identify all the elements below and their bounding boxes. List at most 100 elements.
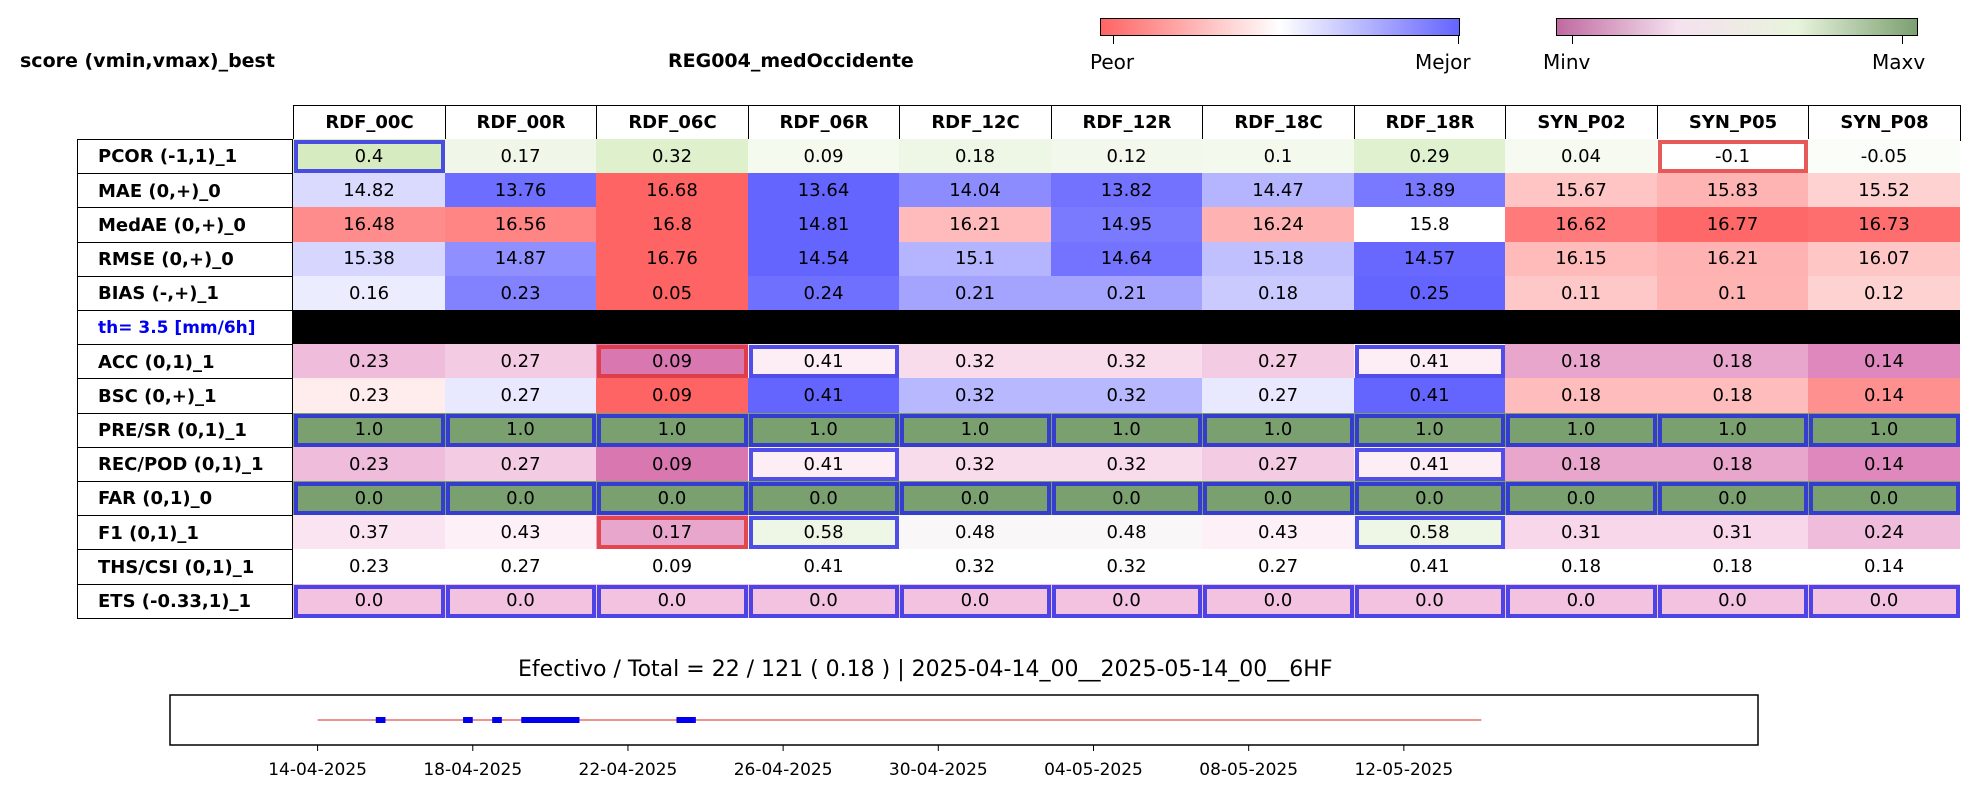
heatmap-cell: 16.68 [596, 173, 748, 208]
heatmap-cell: 0.41 [747, 344, 900, 379]
heatmap-cell: 16.24 [1202, 207, 1354, 243]
best-highlight [597, 482, 748, 516]
heatmap-cell: 0.24 [747, 275, 900, 311]
worst-highlight [597, 516, 748, 550]
colorbar-min-label: Peor [1090, 50, 1135, 74]
heatmap-cell: 14.54 [747, 241, 900, 277]
best-highlight [445, 482, 596, 516]
heatmap-cell: 0.0 [444, 481, 597, 516]
timeline-tick-label: 12-05-2025 [1354, 760, 1453, 780]
timeline-event [463, 717, 473, 723]
minmax-colorbar [1556, 18, 1918, 36]
heatmap-cell: 0.09 [596, 549, 748, 585]
heatmap-cell: 13.76 [444, 173, 597, 208]
best-highlight [748, 447, 899, 481]
heatmap-cell: 0.32 [899, 549, 1051, 585]
colorbar-tick [1902, 36, 1903, 44]
heatmap-cell: 0.23 [444, 275, 597, 311]
timeline-event [375, 717, 386, 723]
heatmap-cell: 0.0 [1353, 481, 1506, 516]
heatmap-cell: 1.0 [1656, 412, 1809, 448]
heatmap-cell: 0.0 [1050, 583, 1203, 619]
heatmap-cell: 15.1 [899, 241, 1051, 277]
heatmap-cell: 0.31 [1505, 515, 1657, 550]
best-highlight [1203, 413, 1354, 447]
heatmap-cell: 14.82 [293, 173, 445, 208]
heatmap-cell: 0.12 [1808, 275, 1960, 311]
heatmap-cell: 14.57 [1353, 241, 1506, 277]
best-highlight [900, 482, 1051, 516]
heatmap-cell: 0.14 [1808, 378, 1960, 414]
heatmap-cell: 0.32 [1050, 549, 1203, 585]
row-label: BIAS (-,+)_1 [77, 275, 293, 312]
heatmap-cell: 0.05 [596, 275, 748, 311]
heatmap-cell: 0.14 [1808, 549, 1960, 585]
heatmap-cell: 16.07 [1808, 241, 1960, 277]
best-highlight [1657, 413, 1808, 447]
best-highlight [1354, 584, 1505, 618]
colorbar-min-label: Minv [1543, 50, 1591, 74]
heatmap-cell: 0.18 [1505, 549, 1657, 585]
timeline-tick-label: 08-05-2025 [1199, 760, 1298, 780]
best-highlight [1506, 482, 1657, 516]
heatmap-cell: 0.4 [293, 139, 445, 174]
heatmap-cell: 0.18 [1656, 549, 1809, 585]
heatmap-cell: 0.43 [1202, 515, 1354, 550]
heatmap-cell: 0.27 [444, 549, 597, 585]
timeline-tick-label: 22-04-2025 [579, 760, 678, 780]
heatmap-cell: 0.58 [747, 515, 900, 550]
best-highlight [900, 584, 1051, 618]
timeline-tick-label: 14-04-2025 [268, 760, 367, 780]
heatmap-cell: 0.32 [1050, 344, 1203, 379]
best-highlight [1809, 413, 1960, 447]
heatmap-cell: 15.8 [1353, 207, 1506, 243]
row-label: MedAE (0,+)_0 [77, 207, 293, 244]
heatmap-cell: 0.0 [293, 583, 445, 619]
heatmap-cell: 0.0 [1656, 583, 1809, 619]
worst-highlight [1657, 140, 1808, 174]
best-highlight [1051, 413, 1202, 447]
heatmap-cell: 0.18 [1656, 344, 1809, 379]
heatmap-cell: 0.1 [1656, 275, 1809, 311]
best-highlight [900, 413, 1051, 447]
heatmap-cell: 0.1 [1202, 139, 1354, 174]
best-highlight [1809, 482, 1960, 516]
heatmap-cell: 1.0 [1505, 412, 1657, 448]
best-highlight [1354, 345, 1505, 379]
heatmap-cell: 16.62 [1505, 207, 1657, 243]
row-label: RMSE (0,+)_0 [77, 241, 293, 278]
heatmap-cell: 14.87 [444, 241, 597, 277]
heatmap-cell: 0.0 [899, 481, 1051, 516]
column-header: RDF_06R [747, 105, 901, 141]
heatmap-cell: 0.0 [1808, 481, 1960, 516]
score-colorbar [1100, 18, 1460, 36]
heatmap-cell: 0.37 [293, 515, 445, 550]
heatmap-cell: 0.41 [1353, 446, 1506, 482]
heatmap-cell: 0.18 [1656, 378, 1809, 414]
heatmap-cell: 0.0 [1202, 481, 1354, 516]
heatmap-cell: 13.89 [1353, 173, 1506, 208]
column-header: RDF_00C [293, 105, 446, 141]
heatmap-cell: 0.12 [1050, 139, 1203, 174]
heatmap-cell: 0.23 [293, 549, 445, 585]
heatmap-cell: 14.95 [1050, 207, 1203, 243]
heatmap-cell: 0.41 [747, 549, 900, 585]
row-label: MAE (0,+)_0 [77, 173, 293, 209]
row-label: th= 3.5 [mm/6h] [77, 310, 293, 346]
heatmap-cell: 1.0 [1353, 412, 1506, 448]
heatmap-cell: 0.0 [1656, 481, 1809, 516]
best-highlight [597, 413, 748, 447]
heatmap-cell: 0.23 [293, 446, 445, 482]
heatmap-cell: 15.18 [1202, 241, 1354, 277]
best-highlight [294, 413, 445, 447]
heatmap-cell: 0.09 [596, 378, 748, 414]
best-highlight [1051, 584, 1202, 618]
heatmap-cell: 0.41 [747, 446, 900, 482]
heatmap-cell: 1.0 [747, 412, 900, 448]
heatmap-cell: 0.0 [899, 583, 1051, 619]
heatmap-cell: 0.27 [444, 344, 597, 379]
heatmap-cell: 13.82 [1050, 173, 1203, 208]
best-highlight [748, 345, 899, 379]
heatmap-cell: 0.11 [1505, 275, 1657, 311]
colorbar-tick [1113, 36, 1114, 44]
